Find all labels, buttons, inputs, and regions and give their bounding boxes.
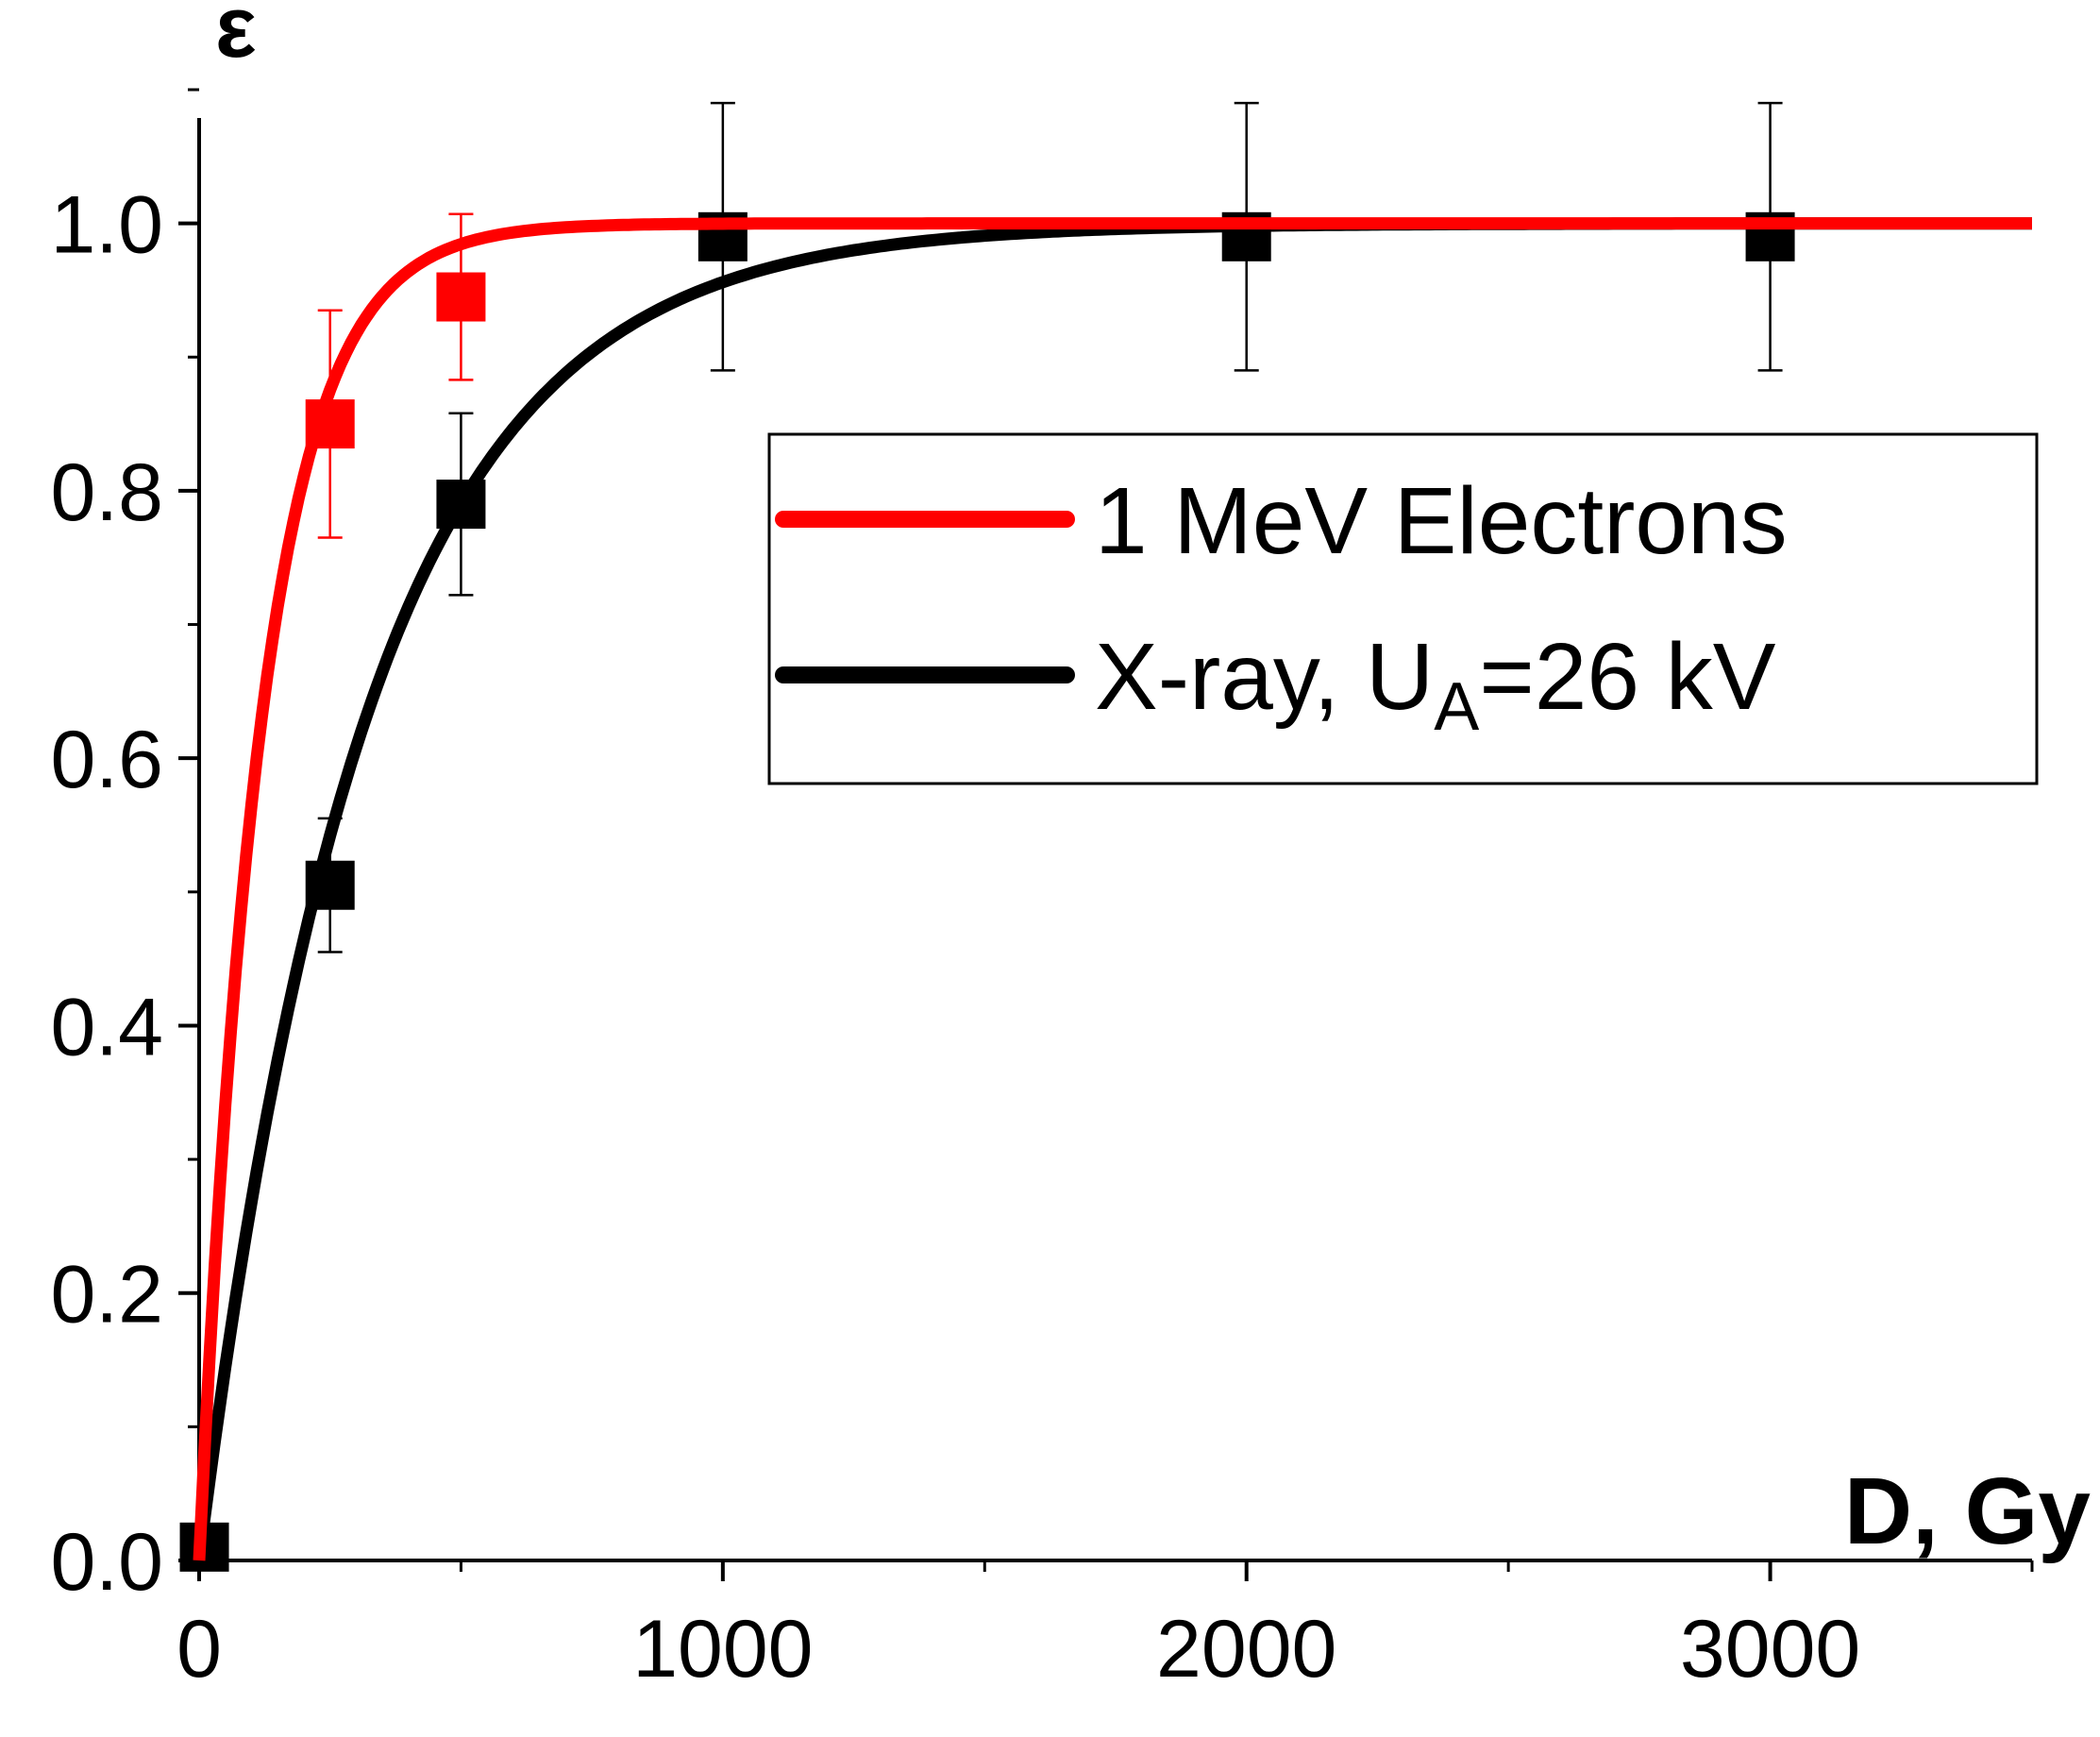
data-point xyxy=(436,480,486,530)
legend-box xyxy=(767,432,2039,785)
x-tick-label: 0 xyxy=(176,1604,222,1695)
plot-area xyxy=(179,101,2033,1572)
y-tick-label: 0.4 xyxy=(50,982,163,1072)
series-xray xyxy=(179,101,2033,1572)
x-tick-label: 3000 xyxy=(1680,1604,1860,1695)
data-point xyxy=(436,272,486,322)
x-axis-title: D, Gy xyxy=(1844,1459,2092,1564)
fit-line xyxy=(193,217,2033,1561)
axes: 0 1000 2000 3000 0.0 0.2 0.4 0.6 0.8 1.0 xyxy=(50,88,2034,1695)
legend-label: 1 MeV Electrons xyxy=(1095,468,1788,574)
legend: 1 MeV Electrons X-ray, UA=26 kV xyxy=(767,432,2039,785)
fit-line xyxy=(193,217,2033,1561)
data-point xyxy=(305,860,355,910)
y-tick-label: 0.2 xyxy=(50,1250,163,1341)
legend-label: X-ray, UA=26 kV xyxy=(1095,624,1776,745)
x-tick-label: 2000 xyxy=(1156,1604,1336,1695)
y-tick-label: 0.0 xyxy=(50,1517,163,1608)
data-point xyxy=(305,399,355,449)
y-tick-label: 1.0 xyxy=(50,180,163,271)
y-tick-label: 0.8 xyxy=(50,447,163,538)
series-electrons xyxy=(193,212,2033,1561)
y-axis-title: ε xyxy=(215,0,257,76)
y-tick-label: 0.6 xyxy=(50,715,163,805)
x-tick-label: 1000 xyxy=(632,1604,813,1695)
